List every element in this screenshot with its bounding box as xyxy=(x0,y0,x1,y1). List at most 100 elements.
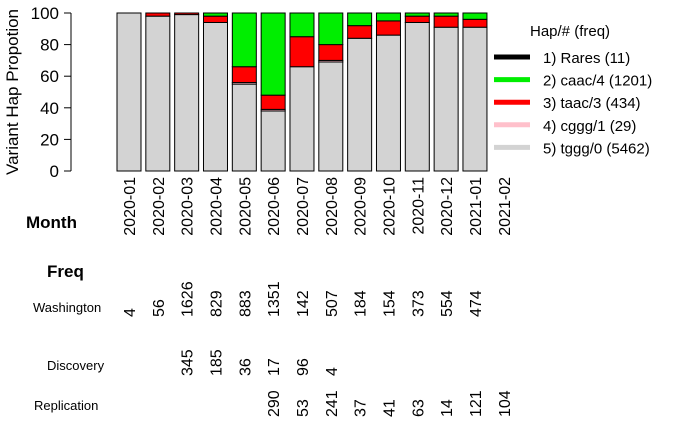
bar-segment xyxy=(260,12,286,96)
freq-value: 290 xyxy=(266,390,283,417)
y-tick-label: 100 xyxy=(31,4,59,23)
bar-segment xyxy=(318,61,344,172)
bar-segment xyxy=(145,12,171,17)
freq-value: 63 xyxy=(410,399,427,417)
bar-segment xyxy=(375,20,401,36)
bar-segment xyxy=(260,94,286,110)
freq-value: 41 xyxy=(381,399,398,417)
y-axis-label: Variant Hap Propotion xyxy=(3,9,22,175)
x-tick-label: 2020-12 xyxy=(439,177,456,236)
freq-row-label: Washington xyxy=(33,300,101,315)
y-tick-label: 0 xyxy=(50,162,59,181)
legend-title: Hap/# (freq) xyxy=(530,23,610,40)
bar-segment xyxy=(289,36,315,68)
bar-segment xyxy=(202,12,228,17)
x-tick-label: 2020-04 xyxy=(208,177,225,236)
bar-segment xyxy=(347,37,373,172)
legend-entry: 1) Rares (11) xyxy=(543,50,630,67)
freq-row-label: Discovery xyxy=(47,358,105,373)
x-tick-label: 2020-05 xyxy=(237,177,254,236)
x-tick-label: 2020-11 xyxy=(410,177,427,235)
freq-value: 4 xyxy=(324,367,341,376)
bar-segment xyxy=(462,12,488,20)
x-tick-label: 2020-09 xyxy=(353,177,370,236)
bar-segment xyxy=(145,15,171,172)
bar-segment xyxy=(231,66,257,84)
freq-value: 829 xyxy=(208,290,225,317)
bar-segment xyxy=(260,110,286,172)
freq-value: 96 xyxy=(295,358,312,376)
bar-segment xyxy=(347,25,373,39)
bar-segment xyxy=(404,15,430,23)
bar-segment xyxy=(318,44,344,61)
freq-value: 53 xyxy=(295,399,312,417)
plot-area xyxy=(116,12,488,172)
freq-value: 14 xyxy=(439,399,456,417)
freq-value: 121 xyxy=(468,390,485,417)
x-tick-label: 2021-01 xyxy=(468,177,485,236)
freq-value: 241 xyxy=(324,390,341,417)
y-tick-label: 60 xyxy=(40,67,59,86)
freq-value: 554 xyxy=(439,290,456,317)
bar-segment xyxy=(174,12,200,16)
x-tick-label: 2020-06 xyxy=(266,177,283,236)
bar-segment xyxy=(433,26,459,172)
bar-segment xyxy=(433,12,459,17)
freq-value: 1626 xyxy=(180,281,197,317)
x-tick-label: 2020-01 xyxy=(122,177,139,236)
freq-value: 185 xyxy=(208,349,225,376)
bar-segment xyxy=(202,21,228,172)
x-tick-label: 2020-03 xyxy=(180,177,197,236)
x-tick-label: 2020-02 xyxy=(151,177,168,236)
freq-value: 37 xyxy=(353,399,370,417)
freq-value: 4 xyxy=(122,308,139,317)
bar-segment xyxy=(462,26,488,172)
freq-heading: Freq xyxy=(47,262,84,281)
freq-row-label: Replication xyxy=(34,398,98,413)
legend-entry: 4) cggg/1 (29) xyxy=(543,118,636,135)
bar-segment xyxy=(404,21,430,172)
freq-value: 56 xyxy=(151,299,168,317)
y-tick-label: 80 xyxy=(40,36,59,55)
legend-entry: 3) taac/3 (434) xyxy=(543,95,641,112)
bar-segment xyxy=(231,83,257,172)
y-tick-label: 20 xyxy=(40,130,59,149)
freq-value: 142 xyxy=(295,290,312,317)
legend-entry: 2) caac/4 (1201) xyxy=(543,73,652,90)
frequency-table: Washington 4 56 1626 829 883 1351 142 507 184 154 3… xyxy=(33,281,514,417)
month-heading: Month xyxy=(26,213,77,232)
freq-value: 17 xyxy=(266,358,283,376)
legend-entry: 5) tggg/0 (5462) xyxy=(543,140,650,157)
bar-segment xyxy=(375,34,401,172)
y-axis: 0 20 40 60 80 100 xyxy=(31,4,72,181)
freq-value: 154 xyxy=(381,290,398,317)
bar-segment xyxy=(347,12,373,27)
y-tick-label: 40 xyxy=(40,99,59,118)
bar-segment xyxy=(433,15,459,28)
freq-value: 36 xyxy=(237,358,254,376)
x-axis-tick-labels: 2020-01 2020-02 2020-03 2020-04 2020-05 2020-… xyxy=(122,177,514,236)
bar-segment xyxy=(116,12,142,172)
bar-segment xyxy=(318,12,344,46)
freq-value: 184 xyxy=(353,290,370,317)
bar-segment xyxy=(174,14,200,172)
x-tick-label: 2020-08 xyxy=(324,177,341,236)
legend: Hap/# (freq) 1) Rares (11) 2) caac/4 (120… xyxy=(494,23,652,157)
bar-segment xyxy=(404,12,430,17)
x-tick-label: 2020-07 xyxy=(295,177,312,236)
freq-value: 373 xyxy=(410,290,427,317)
freq-value: 345 xyxy=(180,349,197,376)
bar-segment xyxy=(202,15,228,23)
bar-segment xyxy=(462,18,488,28)
freq-value: 104 xyxy=(497,390,514,417)
freq-value: 474 xyxy=(468,290,485,317)
freq-value: 507 xyxy=(324,290,341,317)
freq-value: 1351 xyxy=(266,281,283,317)
bar-segment xyxy=(375,12,401,22)
bar-segment xyxy=(289,66,315,172)
x-tick-label: 2020-10 xyxy=(381,177,398,236)
freq-value: 883 xyxy=(237,290,254,317)
bar-segment xyxy=(289,12,315,38)
x-tick-label: 2021-02 xyxy=(497,177,514,236)
